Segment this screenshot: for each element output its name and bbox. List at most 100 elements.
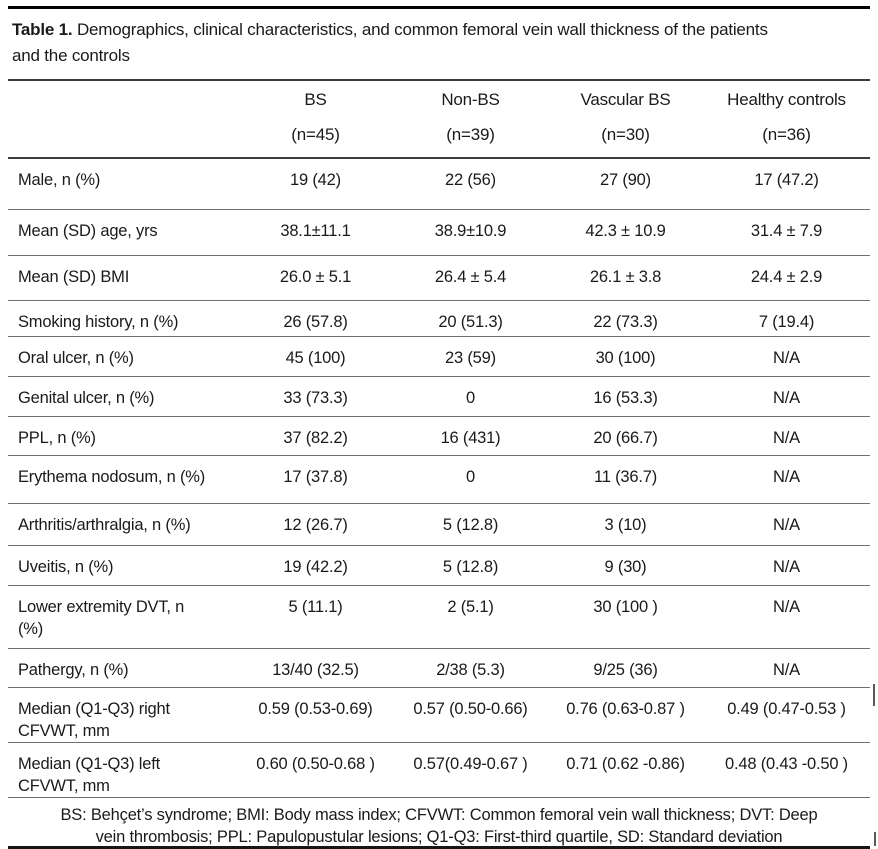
cell-value: 16 (53.3)	[548, 376, 703, 417]
row-label: Genital ulcer, n (%)	[8, 376, 238, 417]
cell-value: 7 (19.4)	[703, 300, 870, 337]
cell-value: N/A	[703, 648, 870, 688]
row-label: Median (Q1-Q3) right CFVWT, mm	[8, 687, 238, 743]
header-row: BS (n=45) Non-BS (n=39) Vascular BS (n=3…	[8, 81, 870, 159]
cell-value: 26.4 ± 5.4	[393, 255, 548, 301]
table-row-smoking: Smoking history, n (%) 26 (57.8) 20 (51.…	[8, 300, 870, 337]
table-row-median-right-cfvwt: Median (Q1-Q3) right CFVWT, mm 0.59 (0.5…	[8, 687, 870, 743]
cell-value: 11 (36.7)	[548, 455, 703, 504]
cell-value: 0	[393, 376, 548, 417]
table-row-uveitis: Uveitis, n (%) 19 (42.2) 5 (12.8) 9 (30)…	[8, 545, 870, 586]
table-row-age: Mean (SD) age, yrs 38.1±11.1 38.9±10.9 4…	[8, 209, 870, 256]
column-count: (n=30)	[601, 125, 650, 144]
column-count: (n=39)	[446, 125, 495, 144]
cell-value: 42.3 ± 10.9	[548, 209, 703, 256]
cell-value: 5 (12.8)	[393, 503, 548, 546]
cell-value: 3 (10)	[548, 503, 703, 546]
row-label: Smoking history, n (%)	[8, 300, 238, 337]
cell-value: 0	[393, 455, 548, 504]
cell-value: 31.4 ± 7.9	[703, 209, 870, 256]
table-row-pathergy: Pathergy, n (%) 13/40 (32.5) 2/38 (5.3) …	[8, 648, 870, 688]
cell-value: 26 (57.8)	[238, 300, 393, 337]
cell-value: 0.59 (0.53-0.69)	[238, 687, 393, 743]
cell-value: 2/38 (5.3)	[393, 648, 548, 688]
cell-value: 33 (73.3)	[238, 376, 393, 417]
cell-value: 13/40 (32.5)	[238, 648, 393, 688]
column-title: Healthy controls	[727, 90, 846, 109]
column-title: Non-BS	[441, 90, 500, 109]
demographics-table: BS (n=45) Non-BS (n=39) Vascular BS (n=3…	[8, 81, 870, 798]
cell-value: 19 (42)	[238, 158, 393, 210]
cell-value: 0.76 (0.63-0.87 )	[548, 687, 703, 743]
cell-value: 38.1±11.1	[238, 209, 393, 256]
table-row-erythema-nodosum: Erythema nodosum, n (%) 17 (37.8) 0 11 (…	[8, 455, 870, 504]
cell-value: 26.1 ± 3.8	[548, 255, 703, 301]
cell-value: 12 (26.7)	[238, 503, 393, 546]
header-col-non-bs: Non-BS (n=39)	[393, 81, 548, 159]
cell-value: 0.49 (0.47-0.53 )	[703, 687, 870, 743]
cell-value: N/A	[703, 503, 870, 546]
cell-value: N/A	[703, 545, 870, 586]
cell-value: 5 (11.1)	[238, 585, 393, 649]
cell-value: 37 (82.2)	[238, 416, 393, 456]
row-label: Mean (SD) BMI	[8, 255, 238, 301]
cell-value: 16 (431)	[393, 416, 548, 456]
cell-value: 9/25 (36)	[548, 648, 703, 688]
table-row-ppl: PPL, n (%) 37 (82.2) 16 (431) 20 (66.7) …	[8, 416, 870, 456]
table-footnote: BS: Behçet’s syndrome; BMI: Body mass in…	[8, 798, 870, 849]
cell-value: 22 (56)	[393, 158, 548, 210]
cell-value: 17 (37.8)	[238, 455, 393, 504]
row-label: Median (Q1-Q3) left CFVWT, mm	[8, 742, 238, 798]
cell-value: 24.4 ± 2.9	[703, 255, 870, 301]
row-label: Pathergy, n (%)	[8, 648, 238, 688]
cell-value: 45 (100)	[238, 336, 393, 377]
row-label: Uveitis, n (%)	[8, 545, 238, 586]
cell-value: 20 (66.7)	[548, 416, 703, 456]
cell-value: 9 (30)	[548, 545, 703, 586]
row-label: Male, n (%)	[8, 158, 238, 210]
cell-value: N/A	[703, 416, 870, 456]
cell-value: 0.60 (0.50-0.68 )	[238, 742, 393, 798]
table-row-oral-ulcer: Oral ulcer, n (%) 45 (100) 23 (59) 30 (1…	[8, 336, 870, 377]
table-row-lower-extremity-dvt: Lower extremity DVT, n (%) 5 (11.1) 2 (5…	[8, 585, 870, 649]
column-title: BS	[304, 90, 327, 109]
cell-value: 20 (51.3)	[393, 300, 548, 337]
cell-value: 0.57 (0.50-0.66)	[393, 687, 548, 743]
table-row-genital-ulcer: Genital ulcer, n (%) 33 (73.3) 0 16 (53.…	[8, 376, 870, 417]
row-label: Mean (SD) age, yrs	[8, 209, 238, 256]
column-title: Vascular BS	[580, 90, 671, 109]
cell-value: 17 (47.2)	[703, 158, 870, 210]
row-label: PPL, n (%)	[8, 416, 238, 456]
cell-value: N/A	[703, 376, 870, 417]
table-row-median-left-cfvwt: Median (Q1-Q3) left CFVWT, mm 0.60 (0.50…	[8, 742, 870, 798]
cell-value: N/A	[703, 455, 870, 504]
table-row-arthritis: Arthritis/arthralgia, n (%) 12 (26.7) 5 …	[8, 503, 870, 546]
header-col-bs: BS (n=45)	[238, 81, 393, 159]
table-caption: Table 1. Demographics, clinical characte…	[8, 9, 870, 81]
cell-value: N/A	[703, 585, 870, 649]
cell-value: 0.71 (0.62 -0.86)	[548, 742, 703, 798]
column-count: (n=36)	[762, 125, 811, 144]
cell-value: 0.57(0.49-0.67 )	[393, 742, 548, 798]
table-row-bmi: Mean (SD) BMI 26.0 ± 5.1 26.4 ± 5.4 26.1…	[8, 255, 870, 301]
cell-value: 38.9±10.9	[393, 209, 548, 256]
column-count: (n=45)	[291, 125, 340, 144]
table-caption-number: Table 1.	[12, 20, 73, 39]
row-label: Arthritis/arthralgia, n (%)	[8, 503, 238, 546]
cell-value: 22 (73.3)	[548, 300, 703, 337]
row-label: Oral ulcer, n (%)	[8, 336, 238, 377]
table-caption-text: Demographics, clinical characteristics, …	[12, 20, 768, 65]
header-empty-cell	[8, 81, 238, 159]
row-label: Lower extremity DVT, n (%)	[8, 585, 238, 649]
cell-value: N/A	[703, 336, 870, 377]
table-row-male: Male, n (%) 19 (42) 22 (56) 27 (90) 17 (…	[8, 158, 870, 210]
bottom-right-artifact-line	[874, 832, 876, 846]
cell-value: 26.0 ± 5.1	[238, 255, 393, 301]
cell-value: 30 (100 )	[548, 585, 703, 649]
cell-value: 0.48 (0.43 -0.50 )	[703, 742, 870, 798]
header-col-vascular-bs: Vascular BS (n=30)	[548, 81, 703, 159]
cell-value: 27 (90)	[548, 158, 703, 210]
right-edge-artifact-line	[873, 684, 875, 706]
row-label: Erythema nodosum, n (%)	[8, 455, 238, 504]
cell-value: 5 (12.8)	[393, 545, 548, 586]
